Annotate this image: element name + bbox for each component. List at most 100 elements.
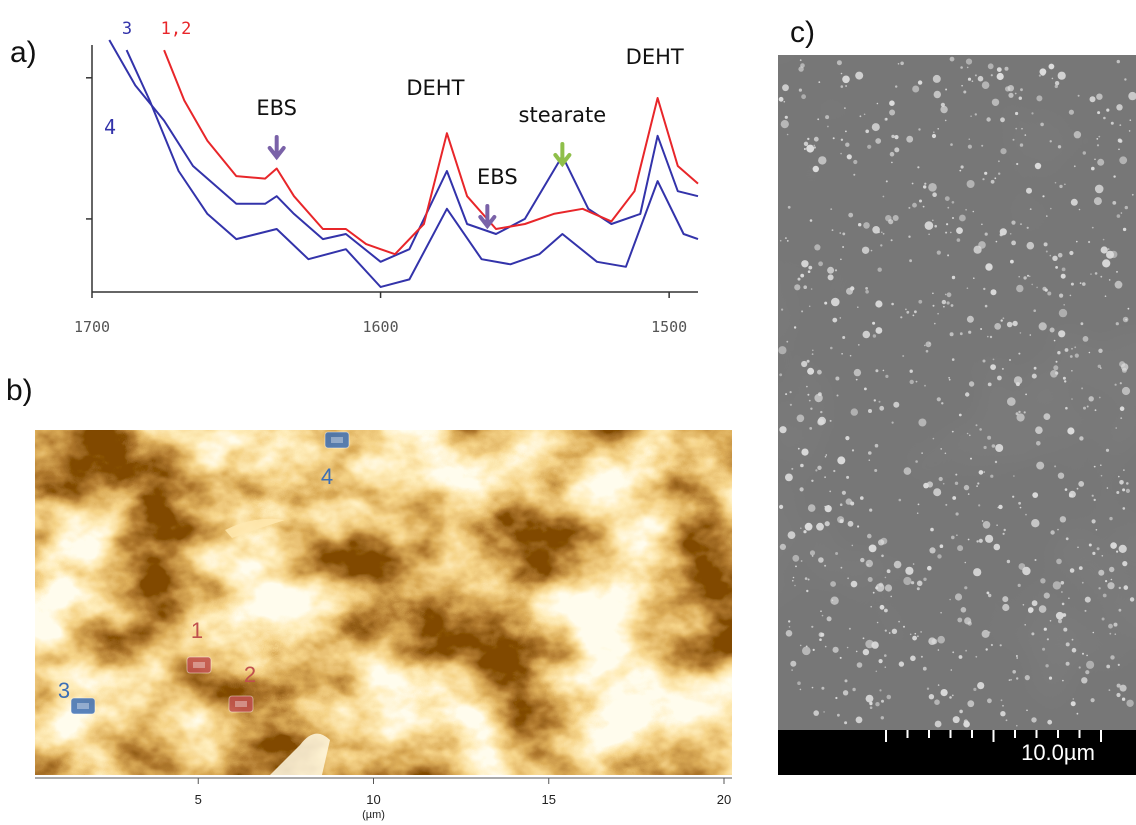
particle	[985, 648, 988, 651]
particle	[779, 373, 783, 377]
particle	[888, 632, 891, 634]
particle	[987, 335, 989, 338]
particle	[987, 382, 992, 387]
particle	[1085, 670, 1090, 675]
particle	[878, 231, 880, 233]
particle	[1005, 86, 1011, 92]
particle	[970, 457, 972, 460]
panel-label: c)	[790, 16, 815, 49]
particle	[1100, 367, 1102, 369]
particle	[819, 638, 822, 641]
particle	[1094, 409, 1097, 412]
particle	[878, 539, 885, 546]
particle	[1113, 622, 1118, 627]
particle	[909, 259, 912, 263]
particle	[964, 561, 967, 564]
particle	[817, 465, 822, 470]
particle	[1098, 569, 1105, 576]
particle	[1043, 242, 1048, 247]
particle	[842, 232, 846, 236]
particle	[903, 625, 905, 628]
particle	[842, 690, 849, 696]
particle	[970, 115, 972, 117]
particle	[990, 364, 996, 370]
particle	[1102, 259, 1111, 268]
annotation: EBS	[477, 165, 518, 189]
particle	[800, 273, 805, 278]
particle	[821, 614, 824, 617]
particle	[1057, 145, 1062, 149]
particle	[801, 260, 809, 268]
particle	[950, 143, 953, 146]
particle	[912, 85, 920, 93]
particle	[781, 308, 784, 311]
particle	[1057, 351, 1061, 355]
particle	[957, 545, 964, 552]
particle	[951, 358, 955, 361]
particle	[1070, 282, 1074, 286]
particle	[932, 437, 935, 440]
panel-label: b)	[6, 374, 33, 407]
particle	[1096, 138, 1099, 140]
particle	[1002, 603, 1010, 612]
particle	[1011, 220, 1016, 225]
particle	[860, 496, 864, 500]
particle	[791, 669, 793, 671]
particle	[832, 646, 839, 653]
particle	[1017, 583, 1021, 588]
spectrum-line	[108, 39, 699, 263]
particle	[940, 102, 946, 107]
particle	[1097, 111, 1101, 115]
particle	[865, 290, 869, 294]
particle	[857, 306, 859, 309]
particle	[862, 648, 870, 656]
particle	[1009, 359, 1011, 361]
particle	[968, 138, 971, 140]
particle	[1073, 131, 1082, 139]
particle	[892, 215, 899, 221]
particle	[874, 443, 879, 448]
particle	[900, 316, 903, 319]
probe-label: 1	[191, 618, 203, 643]
particle	[784, 237, 787, 240]
particle	[1076, 240, 1078, 243]
particle	[898, 661, 905, 667]
particle	[882, 195, 885, 198]
particle	[1000, 117, 1005, 123]
particle	[981, 629, 990, 638]
particle	[1024, 134, 1027, 136]
particle	[1033, 309, 1036, 313]
particle	[788, 626, 791, 628]
particle	[881, 231, 883, 234]
particle	[1110, 121, 1114, 125]
particle	[1025, 513, 1027, 516]
particle	[1015, 655, 1018, 657]
particle	[872, 321, 876, 325]
particle	[1078, 481, 1085, 487]
particle	[846, 154, 852, 160]
particle	[846, 646, 849, 649]
particle	[823, 711, 825, 713]
particle	[824, 505, 832, 513]
particle	[1058, 619, 1062, 624]
particle	[1057, 472, 1065, 479]
particle	[1057, 252, 1063, 258]
particle	[924, 182, 927, 185]
particle	[968, 330, 972, 334]
particle	[990, 74, 993, 77]
particle	[903, 467, 912, 475]
particle	[1002, 317, 1005, 320]
particle	[840, 72, 843, 75]
particle	[1119, 382, 1122, 385]
particle	[891, 628, 898, 634]
particle	[908, 206, 911, 209]
particle	[853, 173, 856, 176]
particle	[1078, 566, 1083, 570]
scale-bar-box	[778, 730, 1136, 775]
particle	[961, 84, 963, 87]
particle	[820, 410, 823, 414]
particle	[855, 650, 858, 653]
particle	[1095, 529, 1098, 531]
particle	[861, 246, 870, 254]
particle	[840, 85, 844, 88]
